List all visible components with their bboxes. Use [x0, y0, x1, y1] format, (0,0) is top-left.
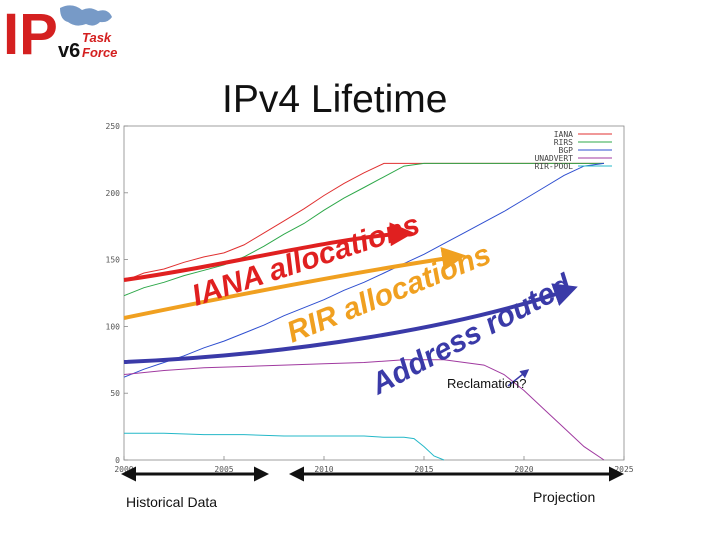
series-line-bgp — [123, 162, 605, 378]
address-routed-arrow — [123, 283, 578, 364]
slide-title: IPv4 Lifetime — [222, 78, 448, 121]
series-line-rir-pool — [124, 432, 445, 461]
reclamation-arrow — [507, 369, 530, 387]
series-line-iana — [123, 162, 604, 282]
legend-label: IANA — [554, 130, 573, 139]
reclamation-label: Reclamation? — [447, 376, 527, 391]
legend-label: RIRS — [554, 138, 573, 147]
world-map-icon — [60, 5, 112, 26]
logo-v6-text: v6 — [58, 40, 80, 62]
series-line-rirs — [123, 162, 604, 297]
iana-allocations-arrow — [123, 222, 414, 282]
y-axis: 0 50 100 150 200 250 — [106, 122, 128, 465]
y-tick-label: 50 — [110, 389, 120, 398]
y-tick-label: 150 — [106, 256, 121, 265]
historical-data-label: Historical Data — [126, 494, 217, 510]
x-axis: 2000 2005 2010 2015 2020 2025 — [114, 456, 634, 474]
y-tick-label: 0 — [115, 456, 120, 465]
logo-task-text: Task — [82, 30, 112, 45]
legend-label: BGP — [559, 146, 574, 155]
series-layer — [123, 162, 605, 461]
logo-ip-text: IP — [3, 2, 58, 64]
y-tick-label: 250 — [106, 122, 121, 131]
plot-frame — [123, 125, 625, 461]
y-tick-label: 200 — [106, 189, 121, 198]
rir-allocations-arrow — [123, 247, 466, 320]
projection-label: Projection — [533, 489, 595, 505]
x-tick-label: 2025 — [614, 465, 633, 474]
logo-force-text: Force — [82, 45, 117, 60]
y-tick-label: 100 — [106, 322, 121, 331]
ipv6-task-force-logo: IP v6 Task Force — [3, 2, 117, 64]
legend-label: RIR-POOL — [534, 162, 573, 171]
legend-label: UNADVERT — [534, 154, 573, 163]
series-line-unadvert — [123, 359, 605, 461]
